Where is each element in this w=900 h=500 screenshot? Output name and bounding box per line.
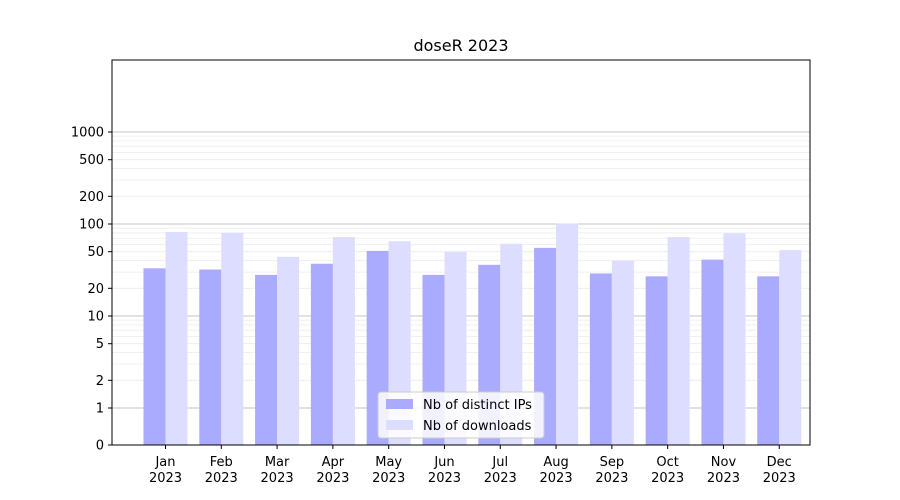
x-tick-label: Nov 2023	[707, 455, 740, 486]
y-tick-label: 1	[96, 402, 104, 417]
plot-frame	[111, 59, 811, 446]
bar-downloads	[779, 250, 802, 445]
chart-title: doseR 2023	[413, 36, 508, 55]
legend-label: Nb of distinct IPs	[423, 398, 532, 413]
bar-distinct-ips	[310, 263, 333, 445]
legend-box	[377, 391, 545, 439]
y-tick-label: 10	[87, 310, 104, 325]
x-axis: Jan 2023 Feb 2023 Mar 2023 Apr 2023 May 2023 Jun 20…	[149, 445, 796, 486]
y-tick-label: 500	[79, 153, 104, 168]
y-tick-label: 5	[96, 337, 104, 352]
x-tick-label: Jul 2023	[484, 455, 517, 486]
bar-downloads	[332, 237, 355, 445]
x-tick-label: Feb 2023	[205, 455, 238, 486]
bar-downloads	[667, 237, 690, 445]
bar-downloads	[165, 231, 188, 445]
y-tick-label: 200	[79, 190, 104, 205]
x-tick-label: Apr 2023	[316, 455, 349, 486]
bar-distinct-ips	[255, 274, 278, 445]
bar-distinct-ips	[645, 276, 668, 445]
bar-downloads	[277, 256, 300, 445]
bar-distinct-ips	[757, 276, 780, 445]
x-tick-label: Jan 2023	[149, 455, 182, 486]
y-tick-label: 1000	[71, 126, 104, 141]
y-tick-label: 0	[96, 439, 104, 454]
legend-swatch	[386, 420, 413, 430]
x-tick-label: Mar 2023	[261, 455, 294, 486]
legend-swatch	[386, 399, 413, 409]
y-tick-label: 20	[87, 282, 104, 297]
bar-distinct-ips	[143, 268, 166, 445]
y-tick-label: 50	[87, 245, 104, 260]
bar-distinct-ips	[199, 269, 222, 445]
y-axis: 0 1 2 5 10 20 50 100 200 500 1000	[71, 126, 112, 454]
bars-layer	[143, 223, 802, 445]
bar-downloads	[611, 260, 634, 445]
x-tick-label: Sep 2023	[595, 455, 628, 486]
bar-distinct-ips	[701, 259, 724, 445]
legend-label: Nb of downloads	[423, 419, 532, 434]
bar-downloads	[556, 223, 579, 445]
bar-downloads	[723, 233, 746, 445]
x-tick-label: May 2023	[372, 455, 405, 486]
x-tick-label: Dec 2023	[763, 455, 796, 486]
y-tick-label: 2	[96, 374, 104, 389]
bar-downloads	[221, 232, 244, 445]
x-tick-label: Oct 2023	[651, 455, 684, 486]
y-tick-label: 100	[79, 218, 104, 233]
bar-distinct-ips	[589, 273, 612, 445]
x-tick-label: Jun 2023	[428, 455, 461, 486]
legend: Nb of distinct IPs Nb of downloads	[377, 391, 545, 439]
x-tick-label: Aug 2023	[540, 455, 573, 486]
